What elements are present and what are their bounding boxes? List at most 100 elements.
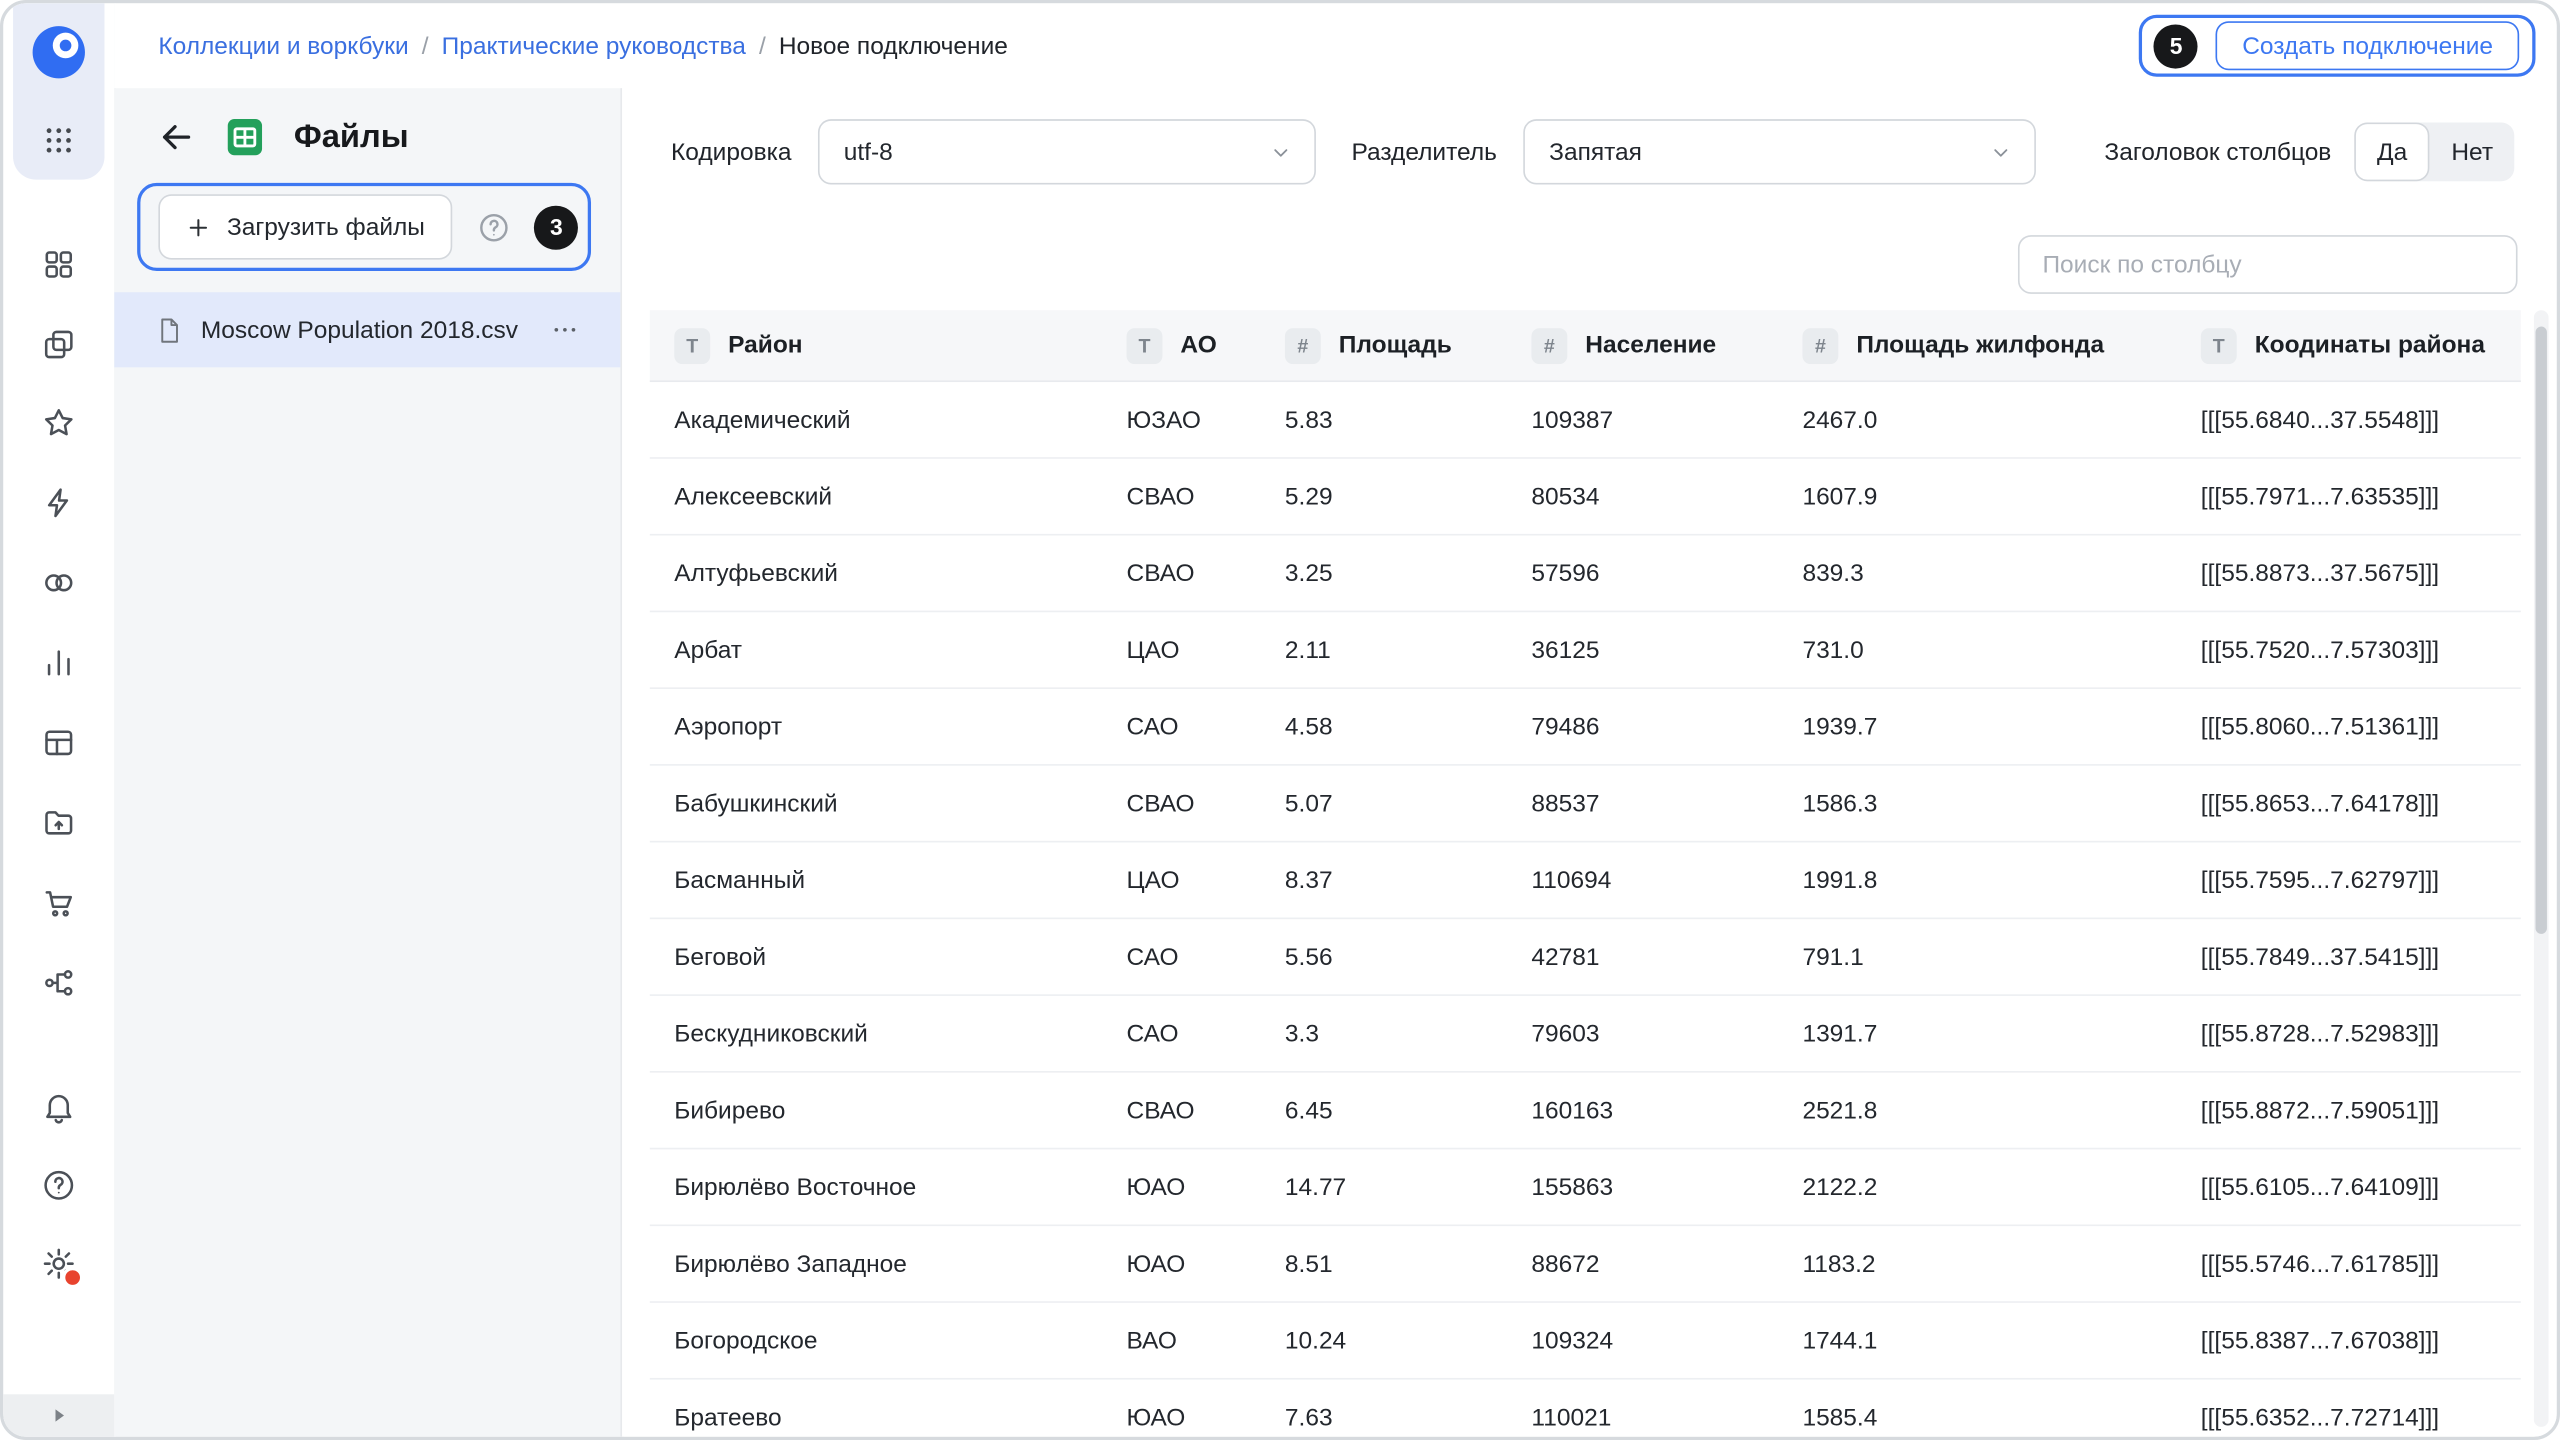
number-type-icon: # [1802, 327, 1839, 364]
step-badge-5: 5 [2154, 23, 2199, 68]
header-toggle-no[interactable]: Нет [2451, 137, 2494, 166]
document-icon [161, 317, 178, 342]
breadcrumb-separator: / [421, 31, 429, 60]
table-body: Академический ЮЗАО 5.83 109387 2467.0 [[[55.6… [649, 382, 2521, 1437]
table-cell: 8.37 [1284, 866, 1333, 894]
upload-help-button[interactable] [476, 209, 512, 245]
bell-icon [46, 1094, 72, 1124]
text-type-icon: T [1126, 327, 1163, 364]
breadcrumb-collections[interactable]: Коллекции и воркбуки [158, 31, 409, 60]
create-connection-button[interactable]: Создать подключение [2216, 21, 2520, 71]
settings-button[interactable] [26, 1231, 91, 1296]
table-cell: 791.1 [1802, 942, 1864, 971]
settings-toolbar: Кодировка utf-8 Разделитель Запятая Заго… [624, 88, 2557, 185]
encoding-label: Кодировка [671, 137, 792, 166]
notification-dot [62, 1266, 84, 1289]
table-cell: [[[55.8387...7.67038]]] [2200, 1326, 2440, 1355]
sidebar-item-marketplace[interactable] [26, 870, 91, 935]
table-cell: ЮАО [1126, 1403, 1186, 1432]
table-cell: [[[55.8060...7.51361]]] [2200, 712, 2440, 741]
table-row: Арбат ЦАО 2.11 36125 731.0 [[[55.7520...7.573… [649, 612, 2521, 689]
table-header-row: T Район T АО # Площадь # Население # Площадь жилф… [649, 310, 2521, 383]
table-cell: 110021 [1531, 1403, 1612, 1432]
table-cell: [[[55.7595...7.62797]]] [2200, 866, 2440, 894]
table-row: Беговой САО 5.56 42781 791.1 [[[55.7849...37.… [649, 919, 2521, 996]
apps-grid-icon [46, 128, 71, 153]
table-cell: 1991.8 [1802, 866, 1878, 894]
vertical-scrollbar[interactable] [2533, 310, 2549, 1427]
sidebar-item-storage[interactable] [26, 790, 91, 855]
table-row: Академический ЮЗАО 5.83 109387 2467.0 [[[55.6… [649, 382, 2521, 459]
table-cell: 5.83 [1284, 405, 1333, 434]
table-cell: 1391.7 [1802, 1019, 1878, 1048]
question-circle-icon [479, 213, 508, 241]
table-cell: 36125 [1531, 635, 1600, 664]
delimiter-label: Разделитель [1351, 137, 1497, 166]
panel-title: Файлы [293, 118, 409, 155]
expand-panel-button[interactable] [46, 1402, 72, 1428]
delimiter-select[interactable]: Запятая [1523, 119, 2036, 185]
table-cell: [[[55.7849...37.5415]]] [2200, 942, 2440, 971]
table-cell: Академический [674, 405, 851, 434]
text-type-icon: T [674, 327, 711, 364]
sidebar-item-datasets[interactable] [26, 550, 91, 615]
encoding-value: utf-8 [843, 137, 893, 166]
table-cell: 1183.2 [1802, 1249, 1876, 1278]
data-preview-table: T Район T АО # Площадь # Население # Площадь жилф… [649, 310, 2521, 1437]
table-cell: Бирюлёво Западное [674, 1249, 907, 1278]
sidebar-item-connections[interactable] [26, 470, 91, 535]
sidebar-item-favorites[interactable] [26, 390, 91, 455]
table-cell: [[[55.7971...7.63535]]] [2200, 482, 2440, 511]
files-panel-header: Файлы [114, 88, 620, 160]
datalens-logo[interactable] [26, 20, 91, 85]
header-toggle: Да Нет [2354, 122, 2515, 182]
table-cell: Арбат [674, 635, 743, 664]
encoding-select[interactable]: utf-8 [817, 119, 1316, 185]
upload-files-button[interactable]: Загрузить файлы [158, 194, 453, 260]
table-row: Бибирево СВАО 6.45 160163 2521.8 [[[55.8872..… [649, 1073, 2521, 1150]
table-cell: [[[55.6352...7.72714]]] [2200, 1403, 2440, 1432]
breadcrumb-separator: / [758, 31, 766, 60]
help-button[interactable] [26, 1153, 91, 1218]
files-panel: Файлы Загрузить файлы 3 Moscow Populat [114, 88, 623, 1437]
star-icon [44, 409, 73, 436]
table-cell: Аэропорт [674, 712, 783, 741]
table-cell: 79603 [1531, 1019, 1600, 1048]
sidebar-item-charts[interactable] [26, 630, 91, 695]
apps-grid-button[interactable] [26, 108, 91, 173]
file-list-item[interactable]: Moscow Population 2018.csv [114, 292, 621, 368]
sidebar-item-collections[interactable] [26, 232, 91, 297]
table-cell: 160163 [1531, 1096, 1614, 1125]
breadcrumb-guides[interactable]: Практические руководства [441, 31, 746, 60]
sidebar-item-dashboards[interactable] [26, 710, 91, 775]
table-cell: САО [1126, 942, 1179, 971]
file-menu-button[interactable] [545, 310, 584, 349]
table-cell: [[[55.8873...37.5675]]] [2200, 559, 2440, 587]
table-cell: 8.51 [1284, 1249, 1333, 1278]
table-grid-icon [45, 730, 73, 756]
table-cell: ЮАО [1126, 1173, 1186, 1201]
table-cell: 2467.0 [1802, 405, 1878, 434]
column-header-label: Площадь жилфонда [1856, 331, 2105, 360]
column-search-input[interactable] [2017, 235, 2518, 294]
table-cell: 109387 [1531, 405, 1614, 434]
table-cell: 88672 [1531, 1249, 1600, 1278]
table-cell: САО [1126, 1019, 1179, 1048]
table-cell: 109324 [1531, 1326, 1614, 1355]
table-row: Алтуфьевский СВАО 3.25 57596 839.3 [[[55.8873… [649, 536, 2521, 613]
table-cell: 14.77 [1284, 1173, 1347, 1201]
table-cell: 1607.9 [1802, 482, 1878, 511]
column-header-label: Коодинаты района [2254, 331, 2485, 360]
table-cell: 10.24 [1284, 1326, 1347, 1355]
table-cell: Бирюлёво Восточное [674, 1173, 917, 1201]
table-row: Бирюлёво Восточное ЮАО 14.77 155863 2122.2 [[… [649, 1149, 2521, 1227]
notifications-button[interactable] [26, 1074, 91, 1139]
sidebar-item-workbooks[interactable] [26, 312, 91, 377]
header-toggle-yes[interactable]: Да [2354, 122, 2431, 182]
scrollbar-thumb[interactable] [2535, 326, 2547, 934]
back-button[interactable] [157, 118, 196, 157]
sidebar-item-services[interactable] [26, 950, 91, 1015]
rings-icon [45, 574, 73, 592]
table-cell: ВАО [1126, 1326, 1177, 1355]
